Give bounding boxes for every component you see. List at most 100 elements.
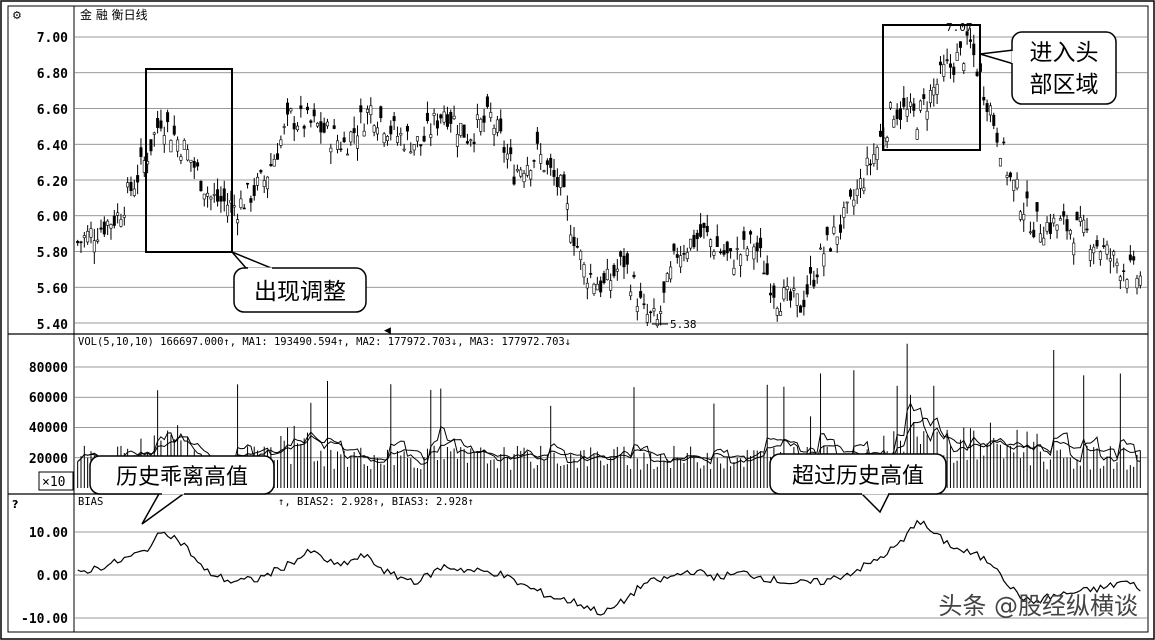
volume-unit-box: ×10 (38, 471, 74, 491)
candle-body (689, 238, 693, 249)
candle-body (958, 41, 962, 48)
candle-body (276, 153, 280, 160)
candle-body (302, 125, 306, 129)
candlestick-series (76, 23, 1142, 328)
candle-body (1072, 242, 1076, 256)
candle-body (832, 226, 836, 234)
candle-body (412, 144, 416, 151)
candle-body (928, 90, 932, 104)
bias-legend-start: BIAS (78, 496, 103, 508)
candle-body (895, 109, 899, 120)
candle-body (196, 162, 200, 167)
candle-body (209, 196, 213, 200)
candle-body (792, 288, 796, 291)
head-zone-text-line2: 部区域 (1030, 72, 1099, 98)
candle-body (202, 193, 206, 200)
candle-body (878, 130, 882, 137)
adjust-callout: 出现调整 (231, 251, 367, 313)
candle-body (955, 52, 959, 61)
candle-body (839, 224, 843, 233)
candle-body (1058, 218, 1062, 221)
candle-body (945, 59, 949, 62)
candle-body (1062, 211, 1066, 217)
candle-body (735, 248, 739, 250)
candle-body (136, 175, 140, 183)
candle-body (382, 133, 386, 144)
candle-body (1092, 246, 1096, 254)
candle-body (329, 147, 333, 153)
candle-body (76, 241, 80, 244)
candle-body (972, 43, 976, 56)
candle-body (289, 108, 293, 112)
candle-body (442, 111, 446, 123)
candle-body (96, 239, 100, 242)
candle-body (189, 159, 193, 163)
candle-body (322, 122, 326, 133)
candle-body (1085, 228, 1089, 231)
candle-body (905, 109, 909, 117)
candle-body (259, 170, 263, 173)
candle-body (106, 220, 110, 226)
candle-body (545, 160, 549, 165)
candle-body (715, 236, 719, 247)
candle-body (795, 293, 799, 306)
candle-body (835, 236, 839, 245)
candle-body (269, 163, 273, 166)
candle-body (542, 170, 546, 172)
candle-body (948, 63, 952, 68)
candle-body (925, 110, 929, 120)
candle-body (172, 125, 176, 135)
question-icon[interactable]: ? (12, 498, 18, 511)
candle-body (455, 133, 459, 147)
candle-body (389, 125, 393, 135)
candle-body (992, 114, 996, 126)
candle-body (915, 129, 919, 140)
candle-body (429, 134, 433, 138)
candle-body (819, 247, 823, 250)
candle-body (605, 268, 609, 281)
candle-body (532, 160, 536, 162)
candle-body (938, 61, 942, 66)
candle-body (1048, 222, 1052, 234)
candle-body (459, 122, 463, 136)
candle-body (239, 198, 243, 208)
candle-body (392, 116, 396, 122)
watermark: 头条 @股经纵横谈 (938, 592, 1138, 620)
candle-body (685, 252, 689, 260)
candle-body (365, 108, 369, 113)
candle-body (326, 121, 330, 127)
volume-ma-line (77, 417, 1141, 465)
candle-body (699, 224, 703, 237)
candle-body (405, 126, 409, 132)
gear-icon[interactable]: ⚙ (12, 9, 22, 22)
candle-body (779, 311, 783, 316)
candle-body (319, 121, 323, 133)
scroll-marker-icon[interactable]: ◀ (384, 326, 391, 336)
candle-body (805, 284, 809, 295)
candle-body (369, 105, 373, 115)
candle-body (639, 291, 643, 298)
candle-body (279, 139, 283, 146)
candle-body (385, 136, 389, 141)
candle-body (575, 246, 579, 248)
candle-body (625, 253, 629, 265)
candle-body (339, 148, 343, 151)
candle-body (99, 227, 103, 230)
candle-body (785, 286, 789, 290)
candle-body (579, 250, 583, 261)
candle-body (102, 221, 106, 235)
bias-gridlines (74, 531, 1148, 619)
candle-body (425, 112, 429, 122)
candle-body (705, 225, 709, 233)
candle-body (682, 253, 686, 255)
candle-body (965, 31, 969, 36)
candle-body (112, 215, 116, 226)
candle-body (485, 96, 489, 107)
candle-body (316, 122, 320, 127)
candle-body (422, 135, 426, 142)
candle-body (522, 173, 526, 183)
candle-body (985, 103, 989, 113)
candle-body (892, 119, 896, 128)
candle-body (679, 255, 683, 268)
candle-body (419, 144, 423, 147)
